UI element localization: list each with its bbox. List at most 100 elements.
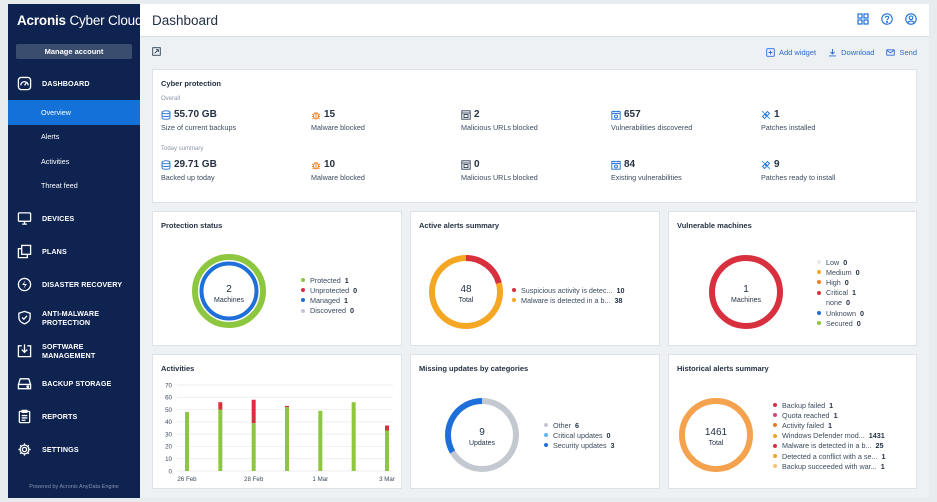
sidebar-item-settings[interactable]: SETTINGS: [8, 433, 140, 466]
legend-item[interactable]: Secured 0: [817, 318, 864, 328]
add-icon: [766, 47, 775, 57]
today-label: Today summary: [161, 146, 204, 152]
brand-logo: Acronis Cyber Cloud: [8, 4, 142, 37]
legend-count: 1: [827, 420, 832, 430]
donut-ring-total: [679, 398, 753, 472]
metric-label: Patches ready to install: [761, 173, 836, 182]
active-alerts-card: Active alerts summary 48 Total Suspiciou…: [410, 211, 660, 346]
legend-swatch: [512, 298, 516, 303]
bar-segment[interactable]: [251, 399, 256, 424]
download-label: Download: [841, 47, 875, 57]
x-tick-label: 3 Mar: [379, 476, 395, 483]
legend-item[interactable]: Malware is detected in a b... 38: [512, 295, 624, 305]
legend-item[interactable]: Managed 1: [301, 295, 357, 305]
sidebar-item-disaster-recovery[interactable]: DISASTER RECOVERY: [8, 268, 140, 301]
card-title: Missing updates by categories: [419, 364, 529, 373]
expand-icon[interactable]: [152, 46, 161, 58]
legend-item[interactable]: Protected 1: [301, 275, 357, 285]
legend-item[interactable]: Unknown 0: [817, 308, 864, 318]
legend-count: 0: [606, 430, 611, 440]
legend-item[interactable]: Detected a conflict with a se... 1: [773, 451, 885, 461]
legend-item[interactable]: Backup failed 1: [773, 400, 885, 410]
sidebar-subitem-activities[interactable]: Activities: [41, 156, 70, 166]
sidebar-item-backup-storage[interactable]: BACKUP STORAGE: [8, 367, 140, 400]
metric-label: Malware blocked: [311, 123, 365, 132]
legend-item[interactable]: High 0: [817, 277, 864, 287]
legend-count: 0: [856, 318, 861, 328]
bar-segment[interactable]: [318, 410, 323, 471]
metric-value: 10: [324, 159, 336, 170]
legend-count: 0: [846, 298, 850, 308]
sidebar-subitem-overview[interactable]: Overview: [8, 100, 140, 125]
metric-value: 1: [774, 109, 780, 120]
add-widget-button[interactable]: Add widget: [766, 48, 816, 57]
help-icon[interactable]: [881, 13, 893, 27]
historical-alerts-legend: Backup failed 1 Quota reached 1 Activity fai…: [773, 400, 885, 471]
legend-item[interactable]: Medium 0: [817, 267, 864, 277]
legend-item[interactable]: Quota reached 1: [773, 410, 885, 420]
legend-item[interactable]: Malware is detected in a b... 25: [773, 441, 885, 451]
manage-account-button[interactable]: Manage account: [16, 44, 132, 59]
legend-label: Quota reached: [782, 410, 830, 420]
legend-count: 38: [614, 295, 623, 305]
legend-label: Secured: [826, 318, 853, 328]
donut-segment[interactable]: [449, 398, 519, 472]
legend-label: Unknown: [826, 308, 856, 318]
active-alerts-donut: [429, 255, 503, 329]
legend-item[interactable]: Critical updates 0: [544, 430, 615, 440]
legend-count: 0: [844, 277, 849, 287]
y-tick-label: 20: [165, 444, 172, 451]
bar-segment[interactable]: [385, 425, 389, 431]
bar-segment[interactable]: [251, 423, 256, 471]
legend-label: Backup failed: [782, 400, 826, 410]
donut-segment[interactable]: [465, 255, 502, 285]
grid-icon[interactable]: [857, 13, 869, 27]
legend-count: 0: [843, 257, 848, 267]
legend-swatch: [773, 433, 777, 438]
sidebar-item-reports[interactable]: REPORTS: [8, 400, 140, 433]
legend-item[interactable]: Windows Defender mod... 1431: [773, 431, 885, 441]
legend-count: 0: [353, 285, 358, 295]
legend-swatch: [773, 413, 777, 418]
legend-item[interactable]: Security updates 3: [544, 440, 615, 450]
sidebar-item-dashboard[interactable]: DASHBOARD: [8, 67, 140, 100]
legend-item[interactable]: Discovered 0: [301, 306, 357, 316]
donut-center-value: 48: [460, 284, 472, 295]
legend-item[interactable]: Backup succeeded with war... 1: [773, 461, 885, 471]
card-title: Active alerts summary: [419, 221, 500, 230]
download-button[interactable]: Download: [828, 48, 874, 57]
bar-segment[interactable]: [218, 409, 223, 471]
metric-today-2: 0 Malicious URLs blocked: [461, 159, 538, 182]
bar-segment[interactable]: [385, 430, 389, 471]
app-frame: Acronis Cyber Cloud Manage account DASHB…: [8, 4, 929, 498]
browser-icon: [461, 109, 471, 120]
legend-item[interactable]: Critical 1: [817, 288, 864, 298]
sidebar-subitem-alerts[interactable]: Alerts: [41, 132, 60, 142]
sidebar-item-devices[interactable]: DEVICES: [8, 202, 140, 235]
legend-item[interactable]: Unprotected 0: [301, 285, 357, 295]
legend-item[interactable]: Low 0: [817, 257, 864, 267]
donut-center-label: Total: [708, 440, 724, 447]
sidebar-subitem-threat-feed[interactable]: Threat feed: [41, 181, 78, 191]
sidebar-item-anti-malware[interactable]: ANTI-MALWARE PROTECTION: [8, 301, 140, 334]
donut-segment[interactable]: [429, 255, 503, 329]
cyber-protection-card: Cyber protection Overall Today summary 5…: [152, 69, 917, 203]
bar-segment[interactable]: [218, 402, 223, 410]
user-account-icon[interactable]: [905, 13, 917, 27]
legend-item[interactable]: Suspicious activity is detec... 10: [512, 285, 624, 295]
metric-label: Existing vulnerabilities: [611, 173, 682, 182]
legend-item[interactable]: none 0: [817, 298, 864, 308]
download-icon: [829, 48, 837, 56]
send-button[interactable]: Send: [886, 48, 917, 57]
bar-segment[interactable]: [285, 405, 289, 408]
donut-segment[interactable]: [445, 398, 483, 454]
bar-segment[interactable]: [285, 407, 289, 471]
legend-item[interactable]: Activity failed 1: [773, 420, 885, 430]
bar-segment[interactable]: [185, 412, 189, 471]
legend-item[interactable]: Other 6: [544, 420, 615, 430]
bar-segment[interactable]: [351, 402, 356, 471]
card-title: Activities: [161, 364, 195, 373]
legend-swatch: [773, 443, 777, 448]
sidebar-item-software-management[interactable]: SOFTWARE MANAGEMENT: [8, 334, 140, 367]
sidebar-item-plans[interactable]: PLANS: [8, 235, 140, 268]
